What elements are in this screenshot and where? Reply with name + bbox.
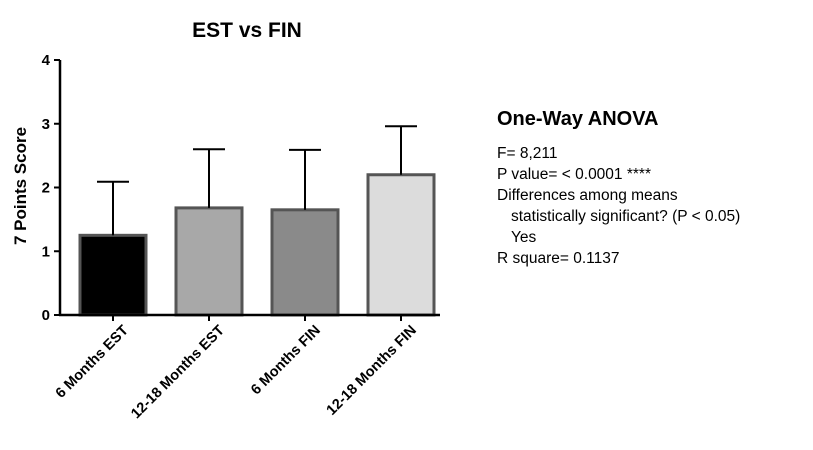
differences-heading: Differences among means — [497, 187, 678, 204]
y-tick-label-1: 1 — [42, 243, 50, 260]
x-tick-label-2: 6 Months FIN — [248, 323, 324, 399]
bar-2 — [270, 208, 340, 317]
chart-title: EST vs FIN — [192, 19, 302, 42]
anova-results-panel: One-Way ANOVA F= 8,211 P value= < 0.0001… — [497, 108, 740, 269]
y-tick-label-3: 3 — [42, 116, 50, 133]
y-axis-label: 7 Points Score — [11, 127, 30, 245]
bars-layer — [78, 173, 436, 317]
x-tick-label-3: 12-18 Months FIN — [324, 323, 420, 419]
y-tick-label-0: 0 — [42, 307, 50, 324]
y-tick-label-2: 2 — [42, 180, 50, 197]
error-bars-layer — [97, 125, 417, 236]
y-axis-ticks: 0 1 2 3 4 — [42, 52, 60, 324]
bar-0 — [78, 233, 148, 317]
bar-1 — [174, 206, 244, 317]
r-square: R square= 0.1137 — [497, 250, 620, 267]
x-tick-label-0: 6 Months EST — [53, 322, 132, 401]
p-value: P value= < 0.0001 **** — [497, 166, 651, 183]
anova-title: One-Way ANOVA — [497, 108, 659, 130]
f-value: F= 8,211 — [497, 145, 558, 162]
significance-answer: Yes — [511, 229, 537, 246]
y-tick-label-4: 4 — [42, 52, 51, 69]
bar-3 — [366, 173, 436, 317]
significance-question: statistically significant? (P < 0.05) — [511, 208, 741, 225]
x-tick-label-1: 12-18 Months EST — [128, 322, 228, 422]
